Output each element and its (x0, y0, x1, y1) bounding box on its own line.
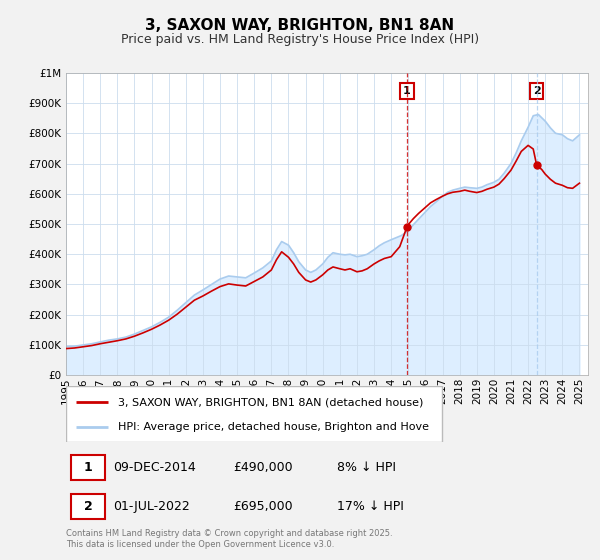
Text: Price paid vs. HM Land Registry's House Price Index (HPI): Price paid vs. HM Land Registry's House … (121, 32, 479, 46)
Text: HPI: Average price, detached house, Brighton and Hove: HPI: Average price, detached house, Brig… (118, 422, 429, 432)
FancyBboxPatch shape (71, 455, 105, 480)
FancyBboxPatch shape (66, 386, 442, 442)
Text: 8% ↓ HPI: 8% ↓ HPI (337, 461, 397, 474)
Text: £490,000: £490,000 (233, 461, 293, 474)
Text: £695,000: £695,000 (233, 501, 293, 514)
FancyBboxPatch shape (71, 494, 105, 520)
Text: 17% ↓ HPI: 17% ↓ HPI (337, 501, 404, 514)
Text: 01-JUL-2022: 01-JUL-2022 (113, 501, 190, 514)
Text: 1: 1 (403, 86, 411, 96)
Text: 3, SAXON WAY, BRIGHTON, BN1 8AN (detached house): 3, SAXON WAY, BRIGHTON, BN1 8AN (detache… (118, 397, 424, 407)
Text: 1: 1 (84, 461, 92, 474)
Text: Contains HM Land Registry data © Crown copyright and database right 2025.
This d: Contains HM Land Registry data © Crown c… (66, 529, 392, 549)
Text: 09-DEC-2014: 09-DEC-2014 (113, 461, 196, 474)
Text: 2: 2 (84, 501, 92, 514)
Text: 2: 2 (533, 86, 541, 96)
Text: 3, SAXON WAY, BRIGHTON, BN1 8AN: 3, SAXON WAY, BRIGHTON, BN1 8AN (145, 18, 455, 32)
